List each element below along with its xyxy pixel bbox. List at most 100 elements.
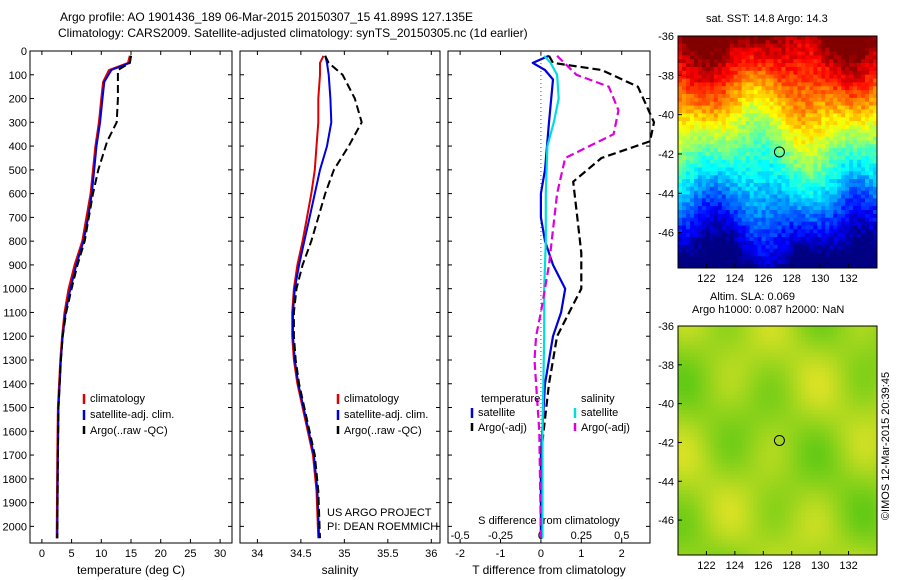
x-tick-label: 20 <box>155 548 167 560</box>
legend-label: Argo(..raw -QC) <box>344 425 422 437</box>
legend-label: Argo(-adj) <box>581 422 630 434</box>
x-axis-label: temperature (deg C) <box>77 563 185 577</box>
y-tick-label: 1100 <box>3 307 27 319</box>
x-tick-label: 2 <box>619 548 625 560</box>
series-line <box>531 54 567 539</box>
x-tick-label: 124 <box>726 273 744 285</box>
series-line <box>55 55 131 539</box>
sst-map-title: sat. SST: 14.8 Argo: 14.3 <box>706 13 828 25</box>
x-tick-label: 34 <box>251 548 263 560</box>
annotation-text: PI: DEAN ROEMMICH <box>327 521 438 533</box>
title-line-2: Climatology: CARS2009. Satellite-adjuste… <box>58 26 528 40</box>
y-tick-label: 1700 <box>3 450 27 462</box>
x-tick-label: -2 <box>455 548 465 560</box>
series-line <box>539 55 656 539</box>
legend-label: Argo(..raw -QC) <box>90 425 168 437</box>
y-tick-label: 1900 <box>3 498 27 510</box>
panel-sst-map: 122 124 126 128 130 132 -36 -38 -40 -42 -44 -46 <box>658 31 878 285</box>
y-tick-label: 500 <box>9 165 27 177</box>
map-frame <box>677 325 878 556</box>
legend-label: climatology <box>90 393 146 405</box>
x-tick-label: 5 <box>69 548 75 560</box>
sla-map-title: Altim. SLA: 0.069 <box>710 291 795 303</box>
x-axis-label: T difference from climatology <box>472 563 626 577</box>
y-tick-label: 100 <box>9 70 27 82</box>
legend-label: Argo(-adj) <box>478 422 527 434</box>
series-line <box>56 55 132 539</box>
x-tick-label: 130 <box>811 560 829 572</box>
panel-frame <box>239 50 441 544</box>
s-axis-label: S difference from climatology <box>478 515 620 527</box>
legend-label: satellite <box>478 407 515 419</box>
x-tick-label: 35.5 <box>377 548 398 560</box>
series-line <box>541 55 560 539</box>
x-tick-label: 128 <box>783 273 801 285</box>
y-tick-label: -36 <box>658 31 674 43</box>
y-tick-label: -36 <box>658 321 674 333</box>
panel-frame <box>447 50 651 544</box>
y-tick-label: -38 <box>658 70 674 82</box>
y-tick-label: 2000 <box>3 521 27 533</box>
map-frame <box>677 35 878 269</box>
y-tick-label: 800 <box>9 236 27 248</box>
s-tick-label: -0.5 <box>451 530 470 542</box>
s-tick-label: 0.25 <box>571 530 592 542</box>
x-tick-label: 35 <box>338 548 350 560</box>
argo-location-marker <box>773 146 785 158</box>
legend-label: climatology <box>344 393 400 405</box>
x-tick-label: -1 <box>496 548 506 560</box>
legend-title: temperature <box>481 393 540 405</box>
y-tick-label: -46 <box>658 228 674 240</box>
series-line <box>56 55 132 539</box>
x-tick-label: 132 <box>839 273 857 285</box>
x-tick-label: 25 <box>184 548 196 560</box>
x-tick-label: 0 <box>39 548 45 560</box>
y-tick-label: 1500 <box>3 403 27 415</box>
panel-difference: -2 -1 0 1 2 T difference from climatology -0.5… <box>447 50 656 577</box>
y-tick-label: -38 <box>658 360 674 372</box>
sla-map-subtitle: Argo h1000: 0.087 h2000: NaN <box>692 304 845 316</box>
y-tick-label: 900 <box>9 260 27 272</box>
legend-title: salinity <box>581 393 615 405</box>
y-tick-label: -40 <box>658 399 674 411</box>
y-tick-label: -46 <box>658 515 674 527</box>
x-tick-label: 128 <box>783 560 801 572</box>
x-tick-label: 30 <box>214 548 226 560</box>
x-tick-label: 122 <box>697 273 715 285</box>
x-tick-label: 0 <box>538 548 544 560</box>
y-tick-label: -42 <box>658 437 674 449</box>
y-tick-label: 1300 <box>3 355 27 367</box>
legend-label: satellite-adj. clim. <box>90 409 174 421</box>
y-tick-label: 1600 <box>3 426 27 438</box>
y-tick-label: 400 <box>9 141 27 153</box>
x-tick-label: 132 <box>839 560 857 572</box>
s-tick-label: -0.25 <box>488 530 513 542</box>
y-tick-label: 200 <box>9 94 27 106</box>
x-tick-label: 124 <box>726 560 744 572</box>
x-tick-label: 126 <box>754 273 772 285</box>
x-tick-label: 36 <box>425 548 437 560</box>
panel-temperature: 0 5 10 15 20 25 30 temperature (deg C) 0 100 200 30… <box>3 46 233 577</box>
legend-label: satellite <box>581 407 618 419</box>
y-tick-label: 700 <box>9 212 27 224</box>
series-line <box>533 55 620 539</box>
title-line-1: Argo profile: AO 1901436_189 06-Mar-2015… <box>60 10 473 24</box>
y-tick-label: -44 <box>658 188 674 200</box>
y-tick-label: 1400 <box>3 379 27 391</box>
x-tick-label: 130 <box>811 273 829 285</box>
y-tick-label: -40 <box>658 110 674 122</box>
legend-label: satellite-adj. clim. <box>344 409 428 421</box>
x-axis-label: salinity <box>322 563 359 577</box>
panel-sla-map: 122 124 126 128 130 132 -36 -38 -40 -42 -44 -46 <box>658 321 878 572</box>
y-tick-label: 600 <box>9 189 27 201</box>
x-tick-label: 34.5 <box>290 548 311 560</box>
x-tick-label: 122 <box>697 560 715 572</box>
y-tick-label: 1800 <box>3 474 27 486</box>
x-tick-label: 126 <box>754 560 772 572</box>
x-tick-label: 15 <box>125 548 137 560</box>
y-tick-label: 0 <box>21 46 27 58</box>
x-tick-label: 1 <box>578 548 584 560</box>
y-tick-label: -42 <box>658 149 674 161</box>
y-tick-label: -44 <box>658 476 674 488</box>
